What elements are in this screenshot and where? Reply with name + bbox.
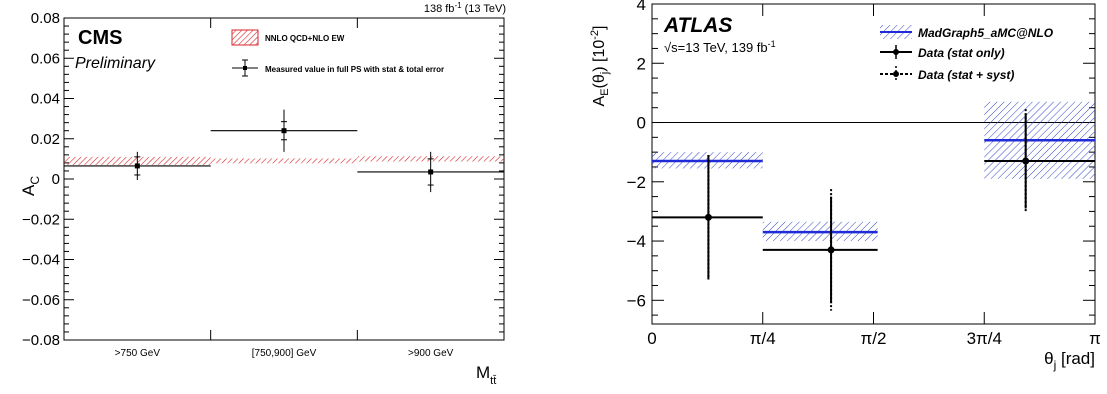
atlas-y-tick-label: 4: [637, 0, 646, 14]
atlas-legend-stat-marker: [880, 45, 912, 59]
cms-chart-panel: 0.08 0.06 0.04 0.02 0 −0.02 −0.04 −0.06 −0.08 >7…: [0, 0, 540, 394]
cms-chart-svg: 0.08 0.06 0.04 0.02 0 −0.02 −0.04 −0.06 −0.08 >7…: [19, 1, 506, 387]
atlas-data-point: [827, 246, 835, 254]
atlas-data-point: [704, 213, 712, 221]
cms-x-category-label: >900 GeV: [408, 348, 454, 359]
cms-prediction-band: [210, 158, 358, 164]
atlas-y-tick-label: −6: [627, 291, 646, 310]
atlas-y-tick-label: −4: [627, 232, 646, 251]
cms-x-category-label: [750,900] GeV: [252, 348, 317, 359]
cms-y-axis-label: AC: [19, 176, 42, 196]
atlas-x-tick-label: π/4: [750, 329, 776, 348]
cms-legend: NNLO QCD+NLO EW Measured value in full P…: [231, 29, 444, 77]
cms-y-tick-label: 0.08: [31, 10, 60, 27]
atlas-legend-mc-label: MadGraph5_aMC@NLO: [918, 26, 1054, 40]
cms-y-tick-label: −0.08: [22, 332, 60, 349]
cms-y-tick-label: 0.02: [31, 131, 60, 148]
cms-experiment-label: CMS: [78, 27, 122, 49]
atlas-x-tick-label: 0: [647, 329, 656, 348]
atlas-y-tick-label: −2: [627, 173, 646, 192]
atlas-legend-syst-marker: [880, 66, 912, 82]
cms-legend-band-label: NNLO QCD+NLO EW: [265, 34, 345, 43]
atlas-chart-svg: 4 2 0 −2 −4 −6 0 π/4 π/2 3π/4 π ATLAS √s=13 TeV, …: [589, 0, 1101, 372]
atlas-energy-label: √s=13 TeV, 139 fb-1: [664, 39, 776, 55]
cms-measurement-point: [134, 163, 140, 169]
cms-measurement-point: [281, 128, 287, 134]
cms-legend-data-marker: [232, 59, 258, 77]
cms-y-tick-label: 0.04: [31, 91, 60, 108]
cms-y-tick-label: −0.02: [22, 211, 60, 228]
atlas-x-tick-label: 3π/4: [967, 329, 1002, 348]
atlas-experiment-label: ATLAS: [663, 14, 732, 37]
atlas-legend: MadGraph5_aMC@NLO Data (stat only) Data …: [880, 25, 1054, 82]
cms-measurement-point: [428, 169, 434, 175]
cms-y-tick-label: 0: [52, 171, 60, 188]
cms-legend-band-swatch: [231, 29, 259, 46]
atlas-y-tick-label: 2: [637, 54, 646, 73]
atlas-legend-stat-label: Data (stat only): [918, 46, 1005, 60]
atlas-chart-panel: 4 2 0 −2 −4 −6 0 π/4 π/2 3π/4 π ATLAS √s=13 TeV, …: [540, 0, 1107, 394]
cms-legend-data-label: Measured value in full PS with stat & to…: [265, 65, 444, 74]
cms-status-label: Preliminary: [75, 55, 156, 72]
atlas-y-axis-label: AE(θj) [10-2]: [589, 26, 611, 107]
atlas-x-tick-label: π: [1089, 329, 1101, 348]
cms-y-tick-label: −0.06: [22, 292, 60, 309]
atlas-y-tick-label: 0: [637, 114, 646, 133]
cms-x-category-label: >750 GeV: [115, 348, 161, 359]
cms-y-tick-label: −0.04: [22, 252, 60, 269]
atlas-legend-syst-label: Data (stat + syst): [918, 68, 1014, 82]
atlas-data-point: [1022, 157, 1030, 165]
cms-y-tick-label: 0.06: [31, 50, 60, 67]
atlas-x-tick-label: π/2: [861, 329, 887, 348]
cms-lumi-label: 138 fb-1 (13 TeV): [424, 1, 506, 15]
cms-x-axis-label: Mtt̄: [476, 363, 497, 387]
atlas-x-axis-label: θj [rad]: [1044, 349, 1095, 372]
